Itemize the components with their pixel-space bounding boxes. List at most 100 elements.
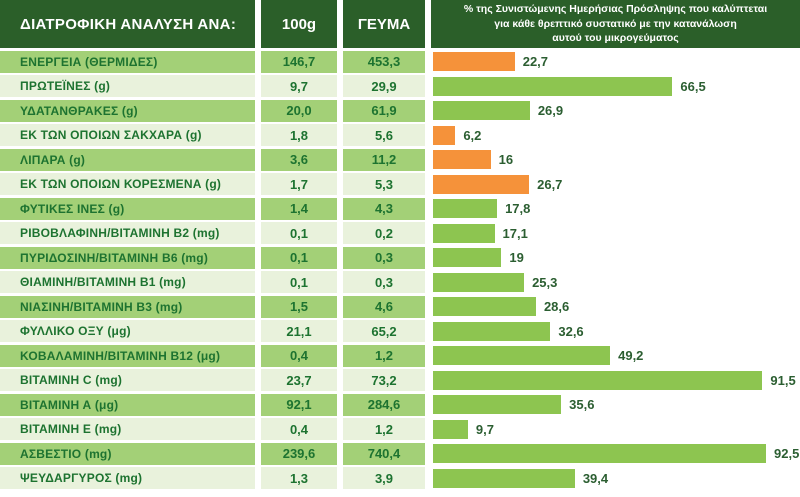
bar-value-label: 17,1 (502, 225, 528, 241)
bar-cell: 26,7 (431, 173, 800, 195)
value-100g: 1,3 (261, 467, 337, 489)
nutrient-label: ΕΚ ΤΩΝ ΟΠΟΙΩΝ ΚΟΡΕΣΜΕΝΑ (g) (0, 173, 255, 195)
bar (433, 76, 673, 96)
nutrient-label: ΘΙΑΜΙΝΗ/ΒΙΤΑΜΙΝΗ Β1 (mg) (0, 271, 255, 293)
nutrient-label: ΦΥΛΛΙΚΟ ΟΞΥ (μg) (0, 320, 255, 342)
nutrient-label: ΦΥΤΙΚΕΣ ΙΝΕΣ (g) (0, 197, 255, 220)
header-rda-note-line1: % της Συνιστώμενης Ημερήσιας Πρόσληψης π… (463, 2, 768, 15)
bar-cell: 28,6 (431, 295, 800, 318)
nutrient-label: ΨΕΥΔΑΡΓΥΡΟΣ (mg) (0, 467, 255, 489)
bar (433, 150, 491, 169)
bar (433, 444, 766, 463)
value-100g: 146,7 (261, 50, 337, 73)
header-meal: ΓΕΥΜΑ (343, 0, 425, 48)
bar (433, 272, 525, 292)
bar (433, 297, 536, 316)
value-meal: 740,4 (343, 442, 425, 465)
bar (433, 419, 468, 439)
value-meal: 29,9 (343, 75, 425, 97)
bar-cell: 22,7 (431, 50, 800, 73)
bar (433, 321, 551, 341)
nutrient-label: ΝΙΑΣΙΝΗ/ΒΙΤΑΜΙΝΗ Β3 (mg) (0, 295, 255, 318)
value-100g: 1,7 (261, 173, 337, 195)
value-meal: 0,2 (343, 222, 425, 244)
nutrient-label: ΒΙΤΑΜΙΝΗ Ε (mg) (0, 418, 255, 440)
bar-cell: 19 (431, 246, 800, 269)
value-meal: 4,6 (343, 295, 425, 318)
value-100g: 1,4 (261, 197, 337, 220)
bar-value-label: 26,7 (537, 176, 563, 192)
bar-value-label: 39,4 (582, 470, 609, 486)
value-100g: 92,1 (261, 393, 337, 416)
nutrient-label: ΚΟΒΑΛΑΜΙΝΗ/ΒΙΤΑΜΙΝΗ Β12 (μg) (0, 344, 255, 367)
bar (433, 248, 502, 267)
nutrient-label: ΠΡΩΤΕΪΝΕΣ (g) (0, 75, 255, 97)
nutrient-label: ΑΣΒΕΣΤΙΟ (mg) (0, 442, 255, 465)
nutrient-label: ΒΙΤΑΜΙΝΗ Α (μg) (0, 393, 255, 416)
value-100g: 0,1 (261, 246, 337, 269)
bar-value-label: 92,5 (774, 446, 800, 461)
bar-cell: 32,6 (431, 320, 800, 342)
bar-value-label: 6,2 (463, 127, 482, 143)
value-meal: 1,2 (343, 418, 425, 440)
value-meal: 0,3 (343, 246, 425, 269)
value-meal: 11,2 (343, 148, 425, 171)
bar (433, 468, 575, 488)
value-100g: 9,7 (261, 75, 337, 97)
value-100g: 0,1 (261, 271, 337, 293)
value-meal: 453,3 (343, 50, 425, 73)
bar (433, 101, 530, 120)
value-100g: 1,5 (261, 295, 337, 318)
nutrient-label: ΛΙΠΑΡΑ (g) (0, 148, 255, 171)
value-100g: 20,0 (261, 99, 337, 122)
bar-value-label: 17,8 (505, 201, 531, 216)
value-meal: 65,2 (343, 320, 425, 342)
bar-cell: 26,9 (431, 99, 800, 122)
bar (433, 395, 562, 414)
bar (433, 174, 530, 194)
header-rda-note: % της Συνιστώμενης Ημερήσιας Πρόσληψης π… (431, 0, 800, 48)
value-meal: 5,3 (343, 173, 425, 195)
nutrient-label: ΡΙΒΟΒΛΑΦΙΝΗ/ΒΙΤΑΜΙΝΗ Β2 (mg) (0, 222, 255, 244)
header-rda-note-line2: για κάθε θρεπτικό συστατικό με την καταν… (494, 17, 737, 30)
bar (433, 199, 498, 218)
bar-value-label: 66,5 (680, 78, 706, 94)
bar-value-label: 9,7 (475, 421, 494, 437)
value-meal: 61,9 (343, 99, 425, 122)
bar (433, 370, 763, 390)
value-meal: 73,2 (343, 369, 425, 391)
bar-cell: 66,5 (431, 75, 800, 97)
header-analysis-label: ΔΙΑΤΡΟΦΙΚΗ ΑΝΑΛΥΣΗ ΑΝΑ: (0, 0, 255, 48)
bar-value-label: 16 (498, 152, 514, 167)
value-meal: 284,6 (343, 393, 425, 416)
nutrient-label: ΕΚ ΤΩΝ ΟΠΟΙΩΝ ΣΑΚΧΑΡΑ (g) (0, 124, 255, 146)
nutrient-label: ΒΙΤΑΜΙΝΗ C (mg) (0, 369, 255, 391)
nutrient-label: ΥΔΑΤΑΝΘΡΑΚΕΣ (g) (0, 99, 255, 122)
nutrient-label: ΠΥΡΙΔΟΣΙΝΗ/ΒΙΤΑΜΙΝΗ Β6 (mg) (0, 246, 255, 269)
bar-cell: 6,2 (431, 124, 800, 146)
value-100g: 21,1 (261, 320, 337, 342)
value-100g: 0,4 (261, 418, 337, 440)
value-meal: 4,3 (343, 197, 425, 220)
bar-cell: 16 (431, 148, 800, 171)
bar-cell: 17,8 (431, 197, 800, 220)
header-rda-note-line3: αυτού του μικρογεύματος (552, 32, 679, 45)
value-100g: 239,6 (261, 442, 337, 465)
bar-value-label: 91,5 (770, 372, 796, 388)
value-100g: 0,1 (261, 222, 337, 244)
bar-value-label: 28,6 (543, 299, 570, 314)
value-100g: 3,6 (261, 148, 337, 171)
bar-value-label: 32,6 (558, 323, 584, 339)
bar-cell: 35,6 (431, 393, 800, 416)
bar-value-label: 22,7 (522, 54, 549, 69)
value-meal: 0,3 (343, 271, 425, 293)
value-meal: 1,2 (343, 344, 425, 367)
value-100g: 23,7 (261, 369, 337, 391)
bar (433, 52, 515, 71)
bar (433, 346, 611, 365)
bar-cell: 49,2 (431, 344, 800, 367)
bar-cell: 9,7 (431, 418, 800, 440)
bar-cell: 91,5 (431, 369, 800, 391)
bar-value-label: 25,3 (532, 274, 558, 290)
